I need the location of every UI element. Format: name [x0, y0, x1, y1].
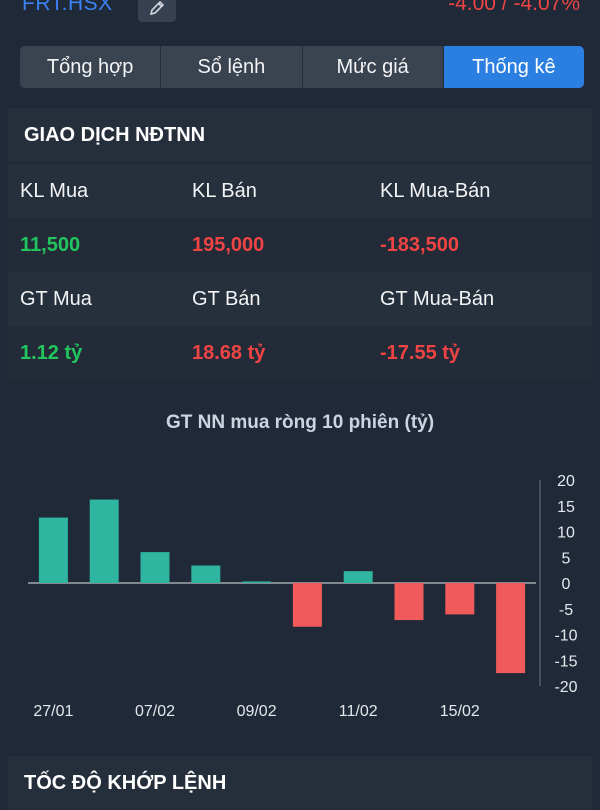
edit-symbol-button[interactable] [138, 0, 176, 22]
chart-title: GT NN mua ròng 10 phiên (tỷ) [165, 412, 435, 433]
y-tick-label: 20 [557, 473, 575, 490]
tab-order-book[interactable]: Sổ lệnh [161, 46, 303, 88]
kl-net-value: -183,500 [380, 233, 459, 256]
gt-mua-value: 1.12 tỷ [20, 341, 83, 364]
gt-ban-value: 18.68 tỷ [192, 341, 266, 364]
bar-5[interactable] [242, 581, 272, 583]
net-buy-chart: 20 15 10 5 0 -5 -10 -15 -20 27/01 07/02 09/02 11/02 1… [28, 473, 578, 720]
kl-mua-label: KL Mua [20, 179, 89, 202]
bar-4[interactable] [191, 565, 221, 583]
tab-bar: Tổng hợp Sổ lệnh Mức giá Thống kê [20, 46, 584, 88]
bar-8[interactable] [394, 583, 424, 621]
kl-mua-value: 11,500 [20, 233, 81, 256]
stock-symbol[interactable]: FRT.HSX [22, 0, 113, 15]
bar-10[interactable] [496, 583, 526, 674]
x-tick-label: 15/02 [440, 703, 480, 720]
volume-value-row: 11,500 195,000 -183,500 [8, 218, 592, 272]
gt-mua-label: GT Mua [20, 287, 92, 310]
pencil-icon [149, 0, 165, 16]
bar-9[interactable] [445, 583, 475, 615]
gt-net-value: -17.55 tỷ [380, 341, 461, 364]
bar-7[interactable] [343, 571, 373, 583]
y-tick-label: -10 [554, 628, 577, 645]
foreign-trading-header: GIAO DỊCH NĐTNN [8, 108, 592, 162]
x-tick-label: 09/02 [237, 703, 277, 720]
x-tick-label: 11/02 [339, 703, 378, 720]
tab-summary[interactable]: Tổng hợp [20, 46, 162, 88]
bar-6[interactable] [292, 583, 322, 627]
y-tick-label: -20 [554, 679, 577, 696]
y-tick-label: 0 [562, 576, 571, 593]
kl-net-label: KL Mua-Bán [380, 179, 491, 202]
x-tick-label: 27/01 [33, 703, 73, 720]
top-bar: FRT.HSX -4.00 / -4.07% [0, 0, 600, 30]
bar-2[interactable] [89, 499, 119, 583]
bar-3[interactable] [140, 552, 170, 583]
gt-ban-label: GT Bán [192, 287, 261, 310]
gt-net-label: GT Mua-Bán [380, 287, 495, 310]
y-tick-label: 10 [557, 525, 575, 542]
y-tick-label: -15 [554, 653, 577, 670]
bar-1[interactable] [38, 517, 68, 583]
x-tick-label: 07/02 [135, 703, 175, 720]
price-change: -4.00 / -4.07% [448, 0, 580, 15]
volume-label-row: KL Mua KL Bán KL Mua-Bán [8, 164, 592, 218]
kl-ban-label: KL Bán [192, 179, 257, 202]
value-label-row: GT Mua GT Bán GT Mua-Bán [8, 272, 592, 326]
y-tick-label: -5 [559, 602, 573, 619]
y-tick-label: 15 [557, 499, 575, 516]
tab-statistics[interactable]: Thống kê [443, 46, 584, 88]
tab-price-levels[interactable]: Mức giá [302, 46, 444, 88]
value-value-row: 1.12 tỷ 18.68 tỷ -17.55 tỷ [8, 326, 592, 380]
match-speed-header: TỐC ĐỘ KHỚP LỆNH [8, 756, 592, 810]
kl-ban-value: 195,000 [192, 233, 265, 256]
y-tick-label: 5 [562, 550, 571, 567]
foreign-trading-panel: KL Mua KL Bán KL Mua-Bán 11,500 195,000 … [8, 164, 592, 382]
